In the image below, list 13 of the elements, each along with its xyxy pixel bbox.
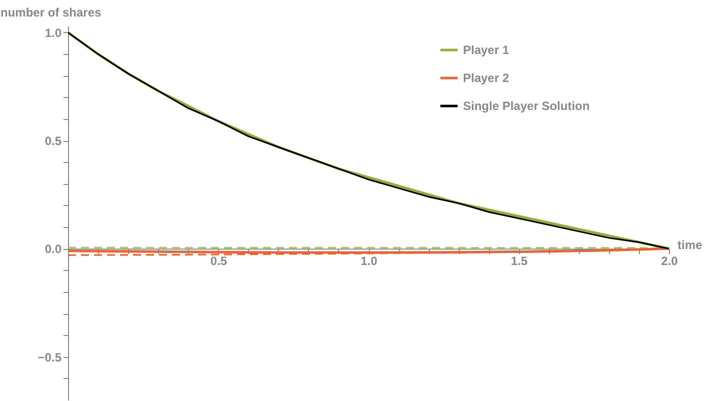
x-tick-label: 1.0 bbox=[360, 254, 378, 268]
y-tick-label: 1.0 bbox=[44, 26, 62, 40]
y-tick-label: 0.0 bbox=[44, 242, 62, 256]
legend-label: Player 2 bbox=[463, 71, 510, 85]
x-tick-label: 2.0 bbox=[661, 254, 678, 268]
x-axis-title: time bbox=[678, 238, 702, 252]
y-axis-title: number of shares bbox=[0, 6, 102, 20]
y-tick-label: −0.5 bbox=[38, 350, 62, 364]
x-tick-label: 1.5 bbox=[510, 254, 528, 268]
x-tick-label: 0.5 bbox=[210, 254, 228, 268]
legend-label: Single Player Solution bbox=[463, 99, 590, 113]
y-tick-label: 0.5 bbox=[44, 134, 62, 148]
legend-label: Player 1 bbox=[463, 43, 510, 57]
